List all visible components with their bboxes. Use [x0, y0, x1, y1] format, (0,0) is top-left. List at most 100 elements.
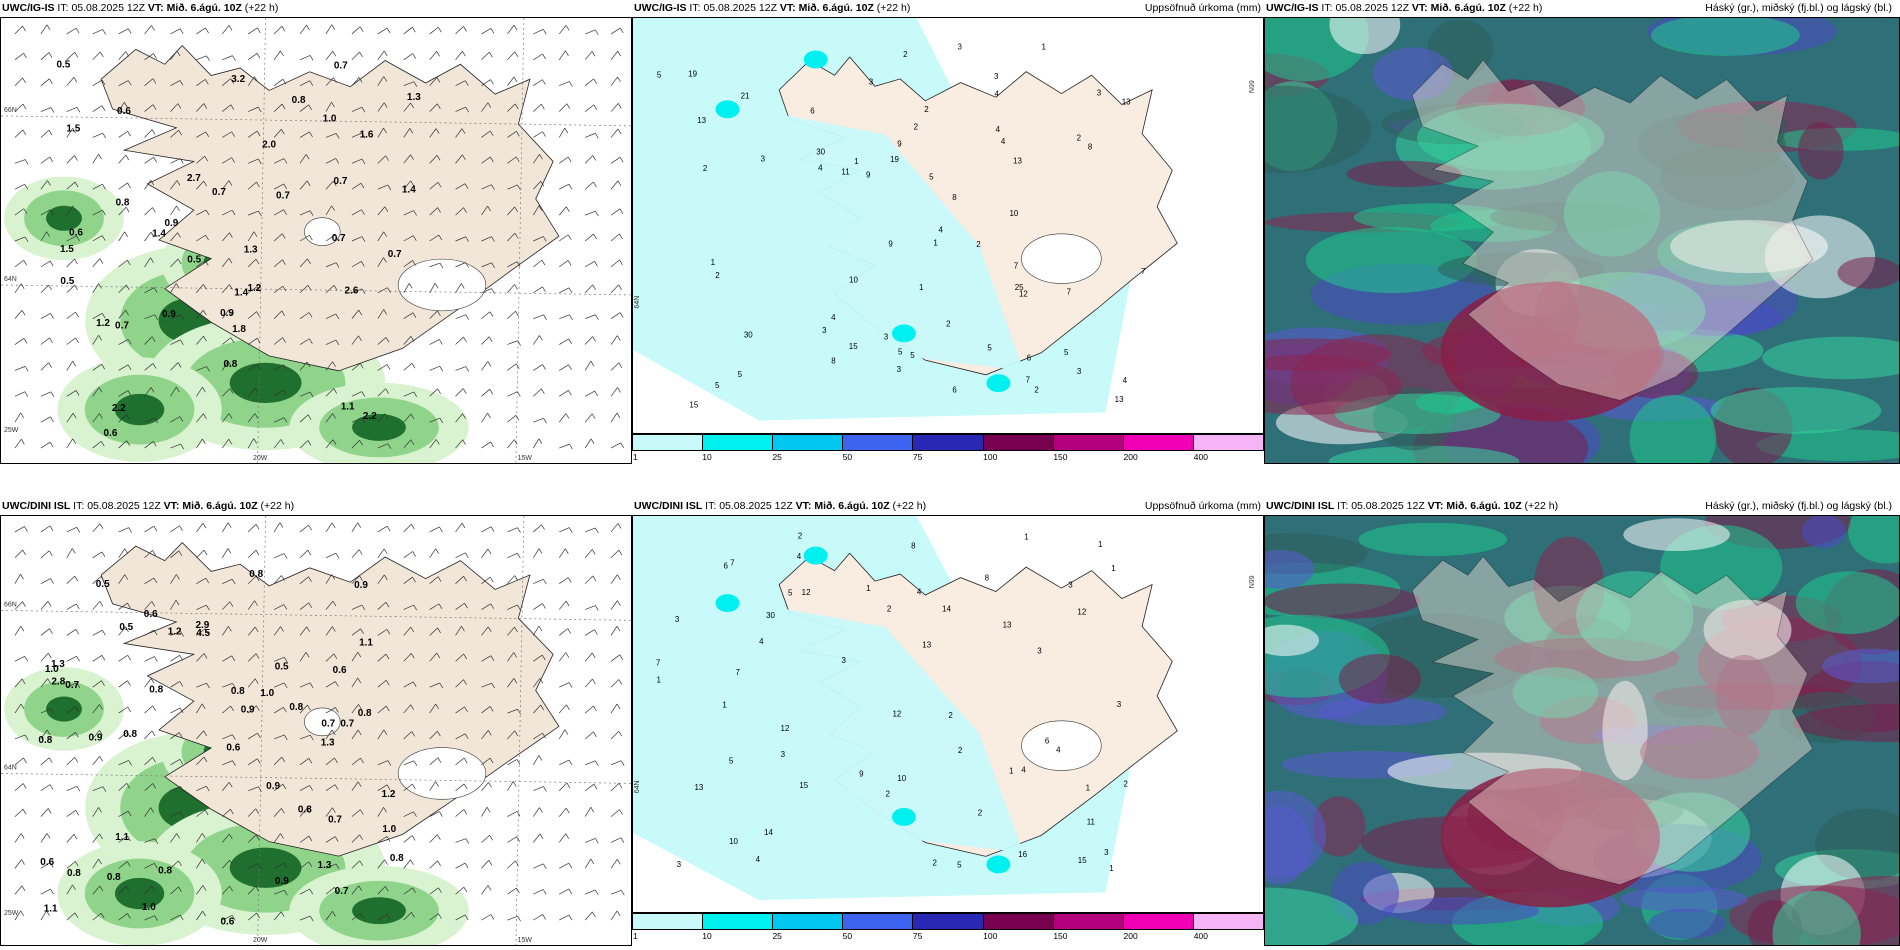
wind-barb	[92, 258, 101, 268]
map-wind[interactable]: 0.7 0.6 0.8 0.7 1.0 0.5 0.6 0.8 1.2 0.8 0.7 0.8 1.0 0…	[0, 515, 632, 946]
map-wind[interactable]: 1.2 1.6 0.7 1.8 0.5 0.7 1.0 0.7 2.2 0.8 0.7 0.5 0.7 1…	[0, 17, 632, 464]
map-clouds[interactable]	[1264, 17, 1900, 464]
wind-barb	[507, 156, 517, 164]
wind-barb-flag	[332, 911, 336, 917]
wind-barb	[144, 363, 154, 371]
wind-barb-flag	[463, 576, 467, 582]
wind-barb-flag	[410, 336, 415, 342]
wind-barb	[66, 575, 75, 584]
wind-barb	[559, 527, 570, 533]
wind-barb	[481, 156, 491, 164]
wind-barb-flag	[232, 760, 236, 766]
wind-barb	[274, 889, 285, 895]
valid-label: VT:	[779, 2, 796, 14]
wind-barb-flag	[489, 130, 494, 137]
wind-barb	[533, 236, 544, 242]
accum-value-label: 13	[922, 640, 931, 649]
wind-barb	[170, 654, 180, 662]
init-label: IT:	[705, 500, 717, 512]
wind-barb-flag	[178, 860, 182, 867]
wind-barb	[247, 311, 257, 319]
wind-barb-flag	[618, 783, 623, 789]
map-accum[interactable]: 1 3 4 4 3 15 13 12 12 7 2 1 3 4 10 5 13 1 3 2 2 1 4 1 1 8 7 1 3 2 12 6 5…	[632, 515, 1264, 913]
wind-barb-flag	[256, 53, 261, 59]
wind-barb	[377, 574, 385, 584]
panel-clouds-igis: UWC/IG-IS IT: 05.08.2025 12Z VT: Mið. 6.…	[1264, 0, 1900, 480]
panel-wind-dini: UWC/DINI ISL IT: 05.08.2025 12Z VT: Mið.…	[0, 480, 632, 950]
wind-barb-flag	[177, 103, 182, 109]
accum-value-label: 2	[886, 790, 891, 799]
wind-barb	[274, 734, 285, 740]
wind-barb	[14, 655, 25, 662]
wind-barb-flag	[202, 833, 206, 839]
wind-barb	[558, 729, 566, 740]
wind-barb	[14, 885, 23, 895]
precip-value-label: 1.0	[382, 824, 396, 835]
wind-barb-flag	[178, 732, 183, 738]
wind-barb	[558, 548, 566, 558]
wind-barb	[144, 104, 154, 112]
wind-barb	[118, 440, 127, 449]
wind-barb-flag	[76, 682, 81, 689]
wind-barb-flag	[50, 313, 54, 319]
wind-barb	[144, 78, 154, 86]
wind-barb-flag	[564, 127, 569, 134]
wind-barb-flag	[257, 863, 262, 869]
wind-barb-flag	[569, 443, 573, 450]
wind-barb-flag	[619, 27, 624, 34]
wind-barb-flag	[283, 417, 288, 423]
wind-barb-flag	[305, 652, 310, 658]
wind-barb-flag	[590, 807, 595, 813]
map-accum[interactable]: 5 7 4 1 3 3 5 3 6 3 13 4 15 2 5 30 25 2 9 13 5 5 3 2 12 4 1 2 8 2 3 10 2…	[632, 17, 1264, 434]
wind-barb-flag	[23, 338, 28, 344]
accum-value-label: 7	[1026, 375, 1031, 384]
cloud-layer	[1382, 897, 1540, 925]
wind-barb-flag	[569, 81, 573, 87]
wind-barb	[273, 103, 283, 112]
wind-barb	[170, 103, 179, 112]
wind-barb-flag	[281, 103, 286, 110]
wind-barb-flag	[568, 862, 573, 869]
lead-time: (+22 h)	[260, 500, 295, 512]
wind-barb	[533, 286, 543, 294]
precip-value-label: 1.4	[234, 288, 248, 299]
wind-barb-flag	[437, 627, 441, 634]
wind-barb	[584, 575, 594, 584]
precip-value-label: 0.8	[116, 198, 130, 209]
wind-barb-flag	[99, 885, 104, 892]
wind-barb-flag	[383, 231, 388, 237]
wind-barb	[429, 439, 437, 449]
wind-barb	[66, 413, 74, 423]
legend-tick-label: 25	[772, 931, 782, 941]
lat-label-64: 64N	[4, 276, 17, 283]
accum-value-label: 2	[1124, 780, 1129, 789]
wind-barb	[273, 158, 285, 164]
wind-barb-flag	[23, 208, 28, 214]
wind-barb	[325, 681, 336, 688]
wind-barb-flag	[229, 860, 233, 866]
map-clouds[interactable]	[1264, 515, 1900, 946]
wind-barb-flag	[513, 439, 518, 445]
wind-barb	[196, 387, 203, 397]
wind-barb	[144, 336, 153, 345]
wind-barb-flag	[567, 577, 572, 583]
wind-barb	[299, 104, 309, 112]
wind-barb-flag	[49, 862, 54, 868]
accum-value-label: 2	[914, 122, 919, 131]
accum-value-label: 11	[1087, 818, 1096, 827]
legend-tick-label: 200	[1123, 931, 1138, 941]
wind-barb-flag	[593, 233, 597, 240]
accum-value-label: 2	[703, 164, 708, 173]
wind-barb	[429, 913, 439, 921]
wind-barb	[533, 103, 542, 112]
wind-barb	[144, 601, 153, 610]
wind-barb	[196, 79, 206, 86]
wind-barb	[144, 417, 155, 423]
wind-barb-flag	[180, 443, 184, 450]
wind-barb	[455, 862, 466, 869]
wind-barb	[144, 314, 155, 319]
accum-value-label: 10	[1009, 209, 1018, 218]
wind-barb-flag	[620, 442, 624, 448]
precip-value-label: 0.7	[212, 187, 226, 198]
wind-barb-flag	[281, 310, 286, 316]
